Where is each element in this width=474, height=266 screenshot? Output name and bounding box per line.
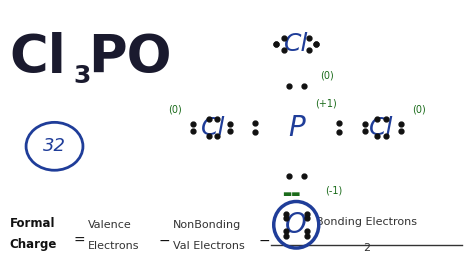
Text: Bonding Electrons: Bonding Electrons [316,217,417,227]
Text: 2: 2 [363,243,370,253]
Text: =: = [73,234,85,248]
Text: (0): (0) [320,71,334,81]
Text: 32: 32 [43,137,66,155]
Text: (0): (0) [412,104,426,114]
Text: O: O [285,211,307,239]
Text: Charge: Charge [9,238,57,251]
Text: PO: PO [88,32,171,84]
Text: NonBonding: NonBonding [173,220,241,230]
Text: Cl: Cl [9,32,66,84]
Text: Cl: Cl [201,116,226,140]
Text: (+1): (+1) [315,99,337,109]
Text: ▬▬: ▬▬ [282,189,301,199]
Text: Val Electrons: Val Electrons [173,241,245,251]
Text: P: P [288,114,305,142]
Text: (0): (0) [168,104,182,114]
Text: Cl: Cl [284,32,309,56]
Text: Electrons: Electrons [88,241,139,251]
Text: Formal: Formal [9,217,55,230]
Text: −: − [258,234,270,248]
Text: Valence: Valence [88,220,131,230]
Text: Cl: Cl [369,116,394,140]
Text: (-1): (-1) [325,185,342,195]
Text: 3: 3 [73,64,91,88]
Text: −: − [159,234,171,248]
